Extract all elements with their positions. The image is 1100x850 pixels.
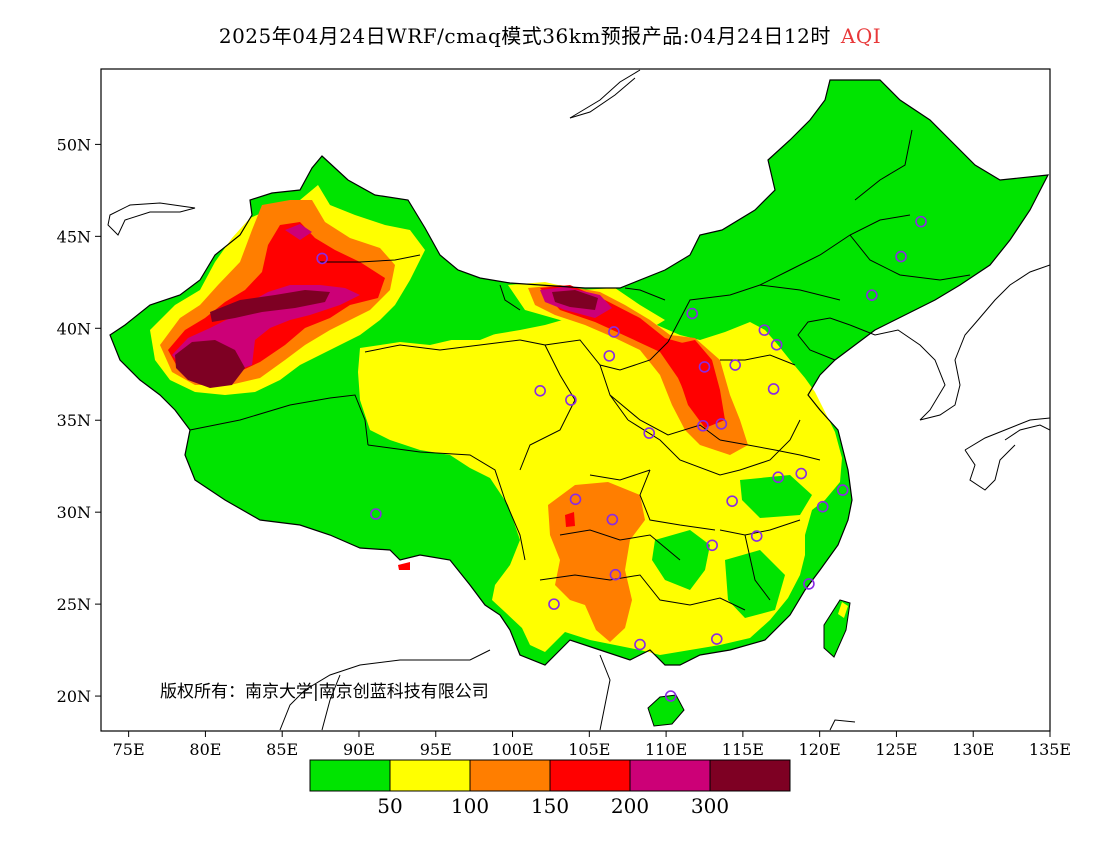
lon-tick-label: 80E [189,740,221,759]
city-marker [609,568,622,581]
xinjiang-maroon-strip [210,290,330,322]
city-marker [795,467,808,480]
green-pocket-north [410,290,505,340]
latitude-axis: 50N 45N 40N 35N 30N 25N 20N [57,135,101,706]
lon-tick-label: 75E [113,740,145,759]
tibet-red-dot [398,562,410,570]
lon-tick-label: 105E [568,740,610,759]
city-marker [836,484,849,496]
green-pocket-jiangxi [725,550,785,618]
hainan-island [648,695,684,726]
lon-tick-label: 125E [875,740,917,759]
hainan-outline [647,694,685,727]
title-main: 2025年04月24日WRF/cmaq模式36km预报产品:04月24日12时 [218,24,831,48]
legend-label: 200 [611,794,649,818]
city-marker [715,418,728,430]
city-marker [726,495,738,507]
legend-swatch [469,759,551,792]
legend-label: 50 [377,794,402,818]
lon-tick-label: 110E [645,740,687,759]
city-marker [643,427,656,439]
taiwan-outline [823,599,851,658]
city-marker [770,339,783,351]
city-marker [816,500,829,513]
city-marker [664,690,677,702]
lat-tick-label: 30N [57,503,91,522]
lat-tick-label: 20N [57,687,91,706]
city-marker [608,326,620,338]
north-maroon [552,290,598,310]
lat-tick-label: 35N [57,411,91,430]
lon-tick-label: 130E [952,740,994,759]
aqi-legend: 50 100 150 200 300 [309,759,791,818]
lat-tick-label: 45N [57,227,91,246]
longitude-axis: 75E 80E 85E 90E 95E 100E 105E 110E 115E 120E 125E 1… [113,731,1071,759]
city-marker [686,307,699,320]
china-border [109,79,1050,666]
legend-label: 150 [531,794,569,818]
taiwan-yellow [838,602,848,618]
city-marker [569,493,582,506]
map-title: 2025年04月24日WRF/cmaq模式36km预报产品:04月24日12时 A… [0,20,1100,49]
city-marker [803,578,815,590]
title-variable: AQI [840,24,882,48]
city-marker [895,250,907,263]
province-boundaries [189,129,971,611]
city-marker [706,539,718,552]
city-marker [603,350,616,362]
lat-tick-label: 50N [57,135,91,154]
city-marker [548,598,560,610]
sichuan-red-dot [565,512,575,527]
xinjiang-magenta-north [285,224,312,240]
legend-swatch [629,759,711,792]
lon-tick-label: 135E [1029,740,1071,759]
legend-swatch [549,759,631,792]
xinjiang-maroon [175,340,245,388]
city-marker [767,383,780,395]
city-marker [534,385,546,397]
north-orange [528,285,748,455]
legend-swatch [709,759,791,792]
map-frame [100,68,1051,732]
lon-tick-label: 95E [420,740,452,759]
lat-tick-label: 25N [57,595,91,614]
city-marker [698,361,711,373]
city-marker [772,471,784,484]
city-marker [758,324,771,336]
legend-label: 300 [691,794,729,818]
city-markers [316,215,927,702]
city-marker [565,394,577,406]
city-marker [866,289,878,301]
green-pocket-sichuan [652,530,710,590]
city-marker [729,359,742,371]
city-marker [697,419,709,432]
lon-tick-label: 85E [266,740,298,759]
legend-swatch [309,759,391,792]
north-red-patch [672,340,725,428]
lat-tick-label: 40N [57,319,91,338]
city-marker [316,252,328,265]
coastlines [107,69,1050,731]
lon-tick-label: 90E [343,740,375,759]
city-marker [710,633,723,645]
lon-tick-label: 100E [491,740,533,759]
city-marker [915,215,927,228]
lon-tick-label: 120E [799,740,841,759]
legend-swatch [389,759,471,792]
lon-tick-label: 115E [722,740,764,759]
legend-label: 100 [451,794,489,818]
copyright-text: 版权所有：南京大学|南京创蓝科技有限公司 [160,682,489,702]
city-marker [750,530,763,542]
green-pocket-anhui [740,475,812,518]
city-marker [606,513,619,526]
city-marker [634,638,646,651]
map-area [107,69,1050,731]
city-marker [370,508,382,520]
